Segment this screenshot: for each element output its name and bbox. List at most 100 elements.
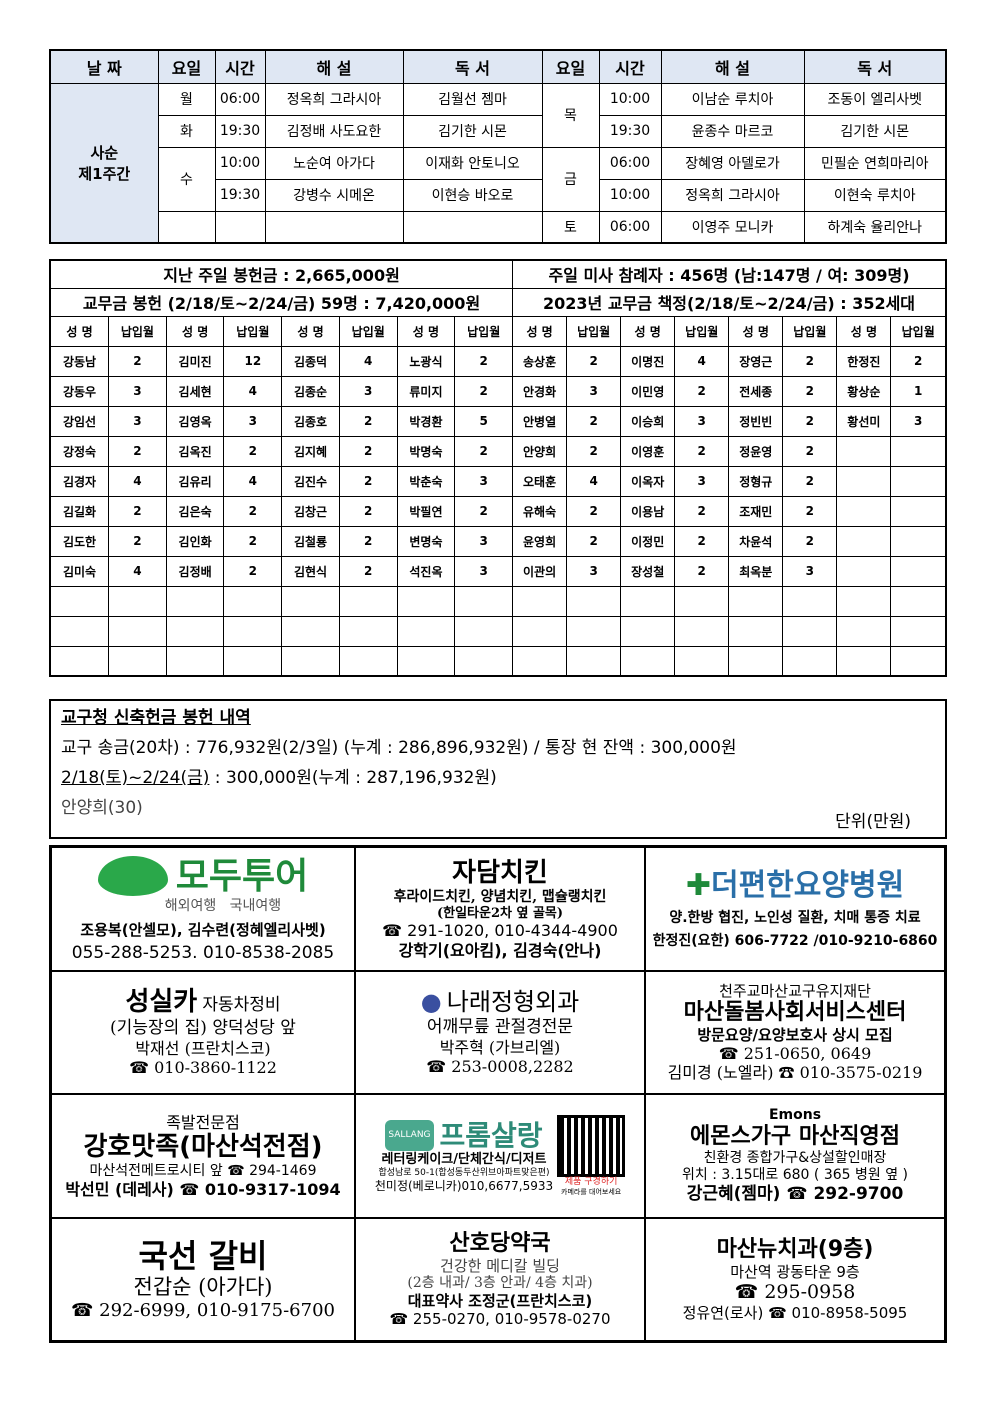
ad-phone: ☎ 010-3860-1122 xyxy=(129,1058,277,1078)
empty-cell xyxy=(223,585,283,617)
ad-line: 건강한 메디칼 빌딩 xyxy=(440,1257,560,1276)
ad-phone: ☎ 255-0270, 010-9578-0270 xyxy=(389,1309,611,1328)
ad-new-dental: 마산뉴치과(9층) 마산역 광동타운 9층 ☎ 295-0958 정유연(로사)… xyxy=(645,1217,945,1341)
member-name: 박필연 xyxy=(396,495,456,527)
empty-cell xyxy=(566,615,622,647)
months-paid: 2 xyxy=(782,375,838,407)
table-row: 김도한 2 김인화 2 김철룡 2 변명숙 3 윤영희 2 이정민 2 차윤석 2 xyxy=(49,525,947,557)
ad-line: 어깨무릎 관절경전문 xyxy=(426,1017,574,1038)
member-name: 송상훈 xyxy=(512,345,568,377)
empty-cell xyxy=(281,585,340,617)
mass-attendance: 주일 미사 참례자 : 456명 (남:147명 / 여: 309명) xyxy=(512,259,947,289)
name-header: 성 명 xyxy=(165,315,225,347)
months-paid: 2 xyxy=(454,435,514,467)
column-header: 요일 xyxy=(157,49,216,84)
member-name: 황선미 xyxy=(836,405,892,437)
months-paid: 2 xyxy=(782,525,838,557)
offering-line-1: 교구 송금(20차) : 776,932원(2/3일) (누계 : 286,89… xyxy=(61,738,737,758)
ad-contact: 박재선 (프란치스코) xyxy=(135,1038,271,1058)
empty-cell xyxy=(49,615,110,647)
ad-hospital: ✚더편한요양병원 양.한방 협진, 노인성 질환, 치매 통증 치료 한정진(요… xyxy=(645,847,945,971)
ad-gangho: 족발전문점 강호맛족(마산석전점) 마산석전메트로시티 앞 ☎ 294-1469… xyxy=(51,1094,355,1218)
months-paid: 2 xyxy=(338,555,398,587)
table-row: 강정숙 2 김옥진 2 김지혜 2 박명숙 2 안양희 2 이영훈 2 정윤영 2 xyxy=(49,435,947,467)
member-name: 김옥진 xyxy=(165,435,225,467)
schedule-row: 사순 제1주간 월 06:00 정옥희 그라시아 김월선 젬마 목 10:00 이남순 루치아 조… xyxy=(49,82,947,244)
name-header: 성 명 xyxy=(512,315,568,347)
empty-cell xyxy=(674,615,730,647)
months-paid: 2 xyxy=(338,435,398,467)
empty-cell xyxy=(620,645,676,677)
time: 06:00 xyxy=(598,210,662,244)
modetour-logo-icon xyxy=(97,856,168,897)
months-paid: 3 xyxy=(338,375,398,407)
member-name: 이용남 xyxy=(620,495,676,527)
months-paid: 2 xyxy=(108,495,167,527)
ad-title: 나래정형외과 xyxy=(446,988,580,1017)
ad-phone: 한정진(요한) 606-7722 /010-9210-6860 xyxy=(652,932,938,949)
member-name xyxy=(836,495,892,527)
ad-line: 천주교마산교구유지재단 xyxy=(719,981,871,1000)
empty-cell xyxy=(49,645,110,677)
empty-cell xyxy=(890,615,947,647)
months-paid: 2 xyxy=(566,405,622,437)
months-paid: 2 xyxy=(223,435,283,467)
name-header: 성 명 xyxy=(728,315,784,347)
ad-title: 에몬스가구 마산직영점 xyxy=(689,1123,901,1149)
ad-contact: 천미정(베로니카)010,6677,5933 xyxy=(374,1178,554,1193)
ad-jadam-chicken: 자담치킨 후라이드치킨, 양념치킨, 맵슐랭치킨 (한일타운2차 옆 골목) ☎… xyxy=(355,847,645,971)
empty-cell xyxy=(338,615,398,647)
months-paid: 2 xyxy=(566,525,622,557)
ad-line: 마산석전메트로시티 앞 ☎ 294-1469 xyxy=(89,1162,317,1179)
qr-label: 제품 구경하기 xyxy=(564,1177,618,1188)
advertisements: 모두투어 해외여행 국내여행 조용복(안셀모), 김수련(정혜엘리사벳) 055… xyxy=(49,845,947,1343)
qr-code-icon[interactable] xyxy=(557,1115,626,1178)
ad-phone: ☎ 291-1020, 010-4344-4900 xyxy=(382,921,618,941)
empty-cell xyxy=(620,615,676,647)
reader: 민필순 연희마리아 xyxy=(803,146,947,180)
reader: 이현숙 루치아 xyxy=(803,178,947,212)
ad-title: 강호맛족(마산석전점) xyxy=(83,1131,323,1162)
ad-contact: 대표약사 조정군(프란치스코) xyxy=(407,1291,593,1310)
last-week-offering: 지난 주일 봉헌금 : 2,665,000원 xyxy=(49,259,514,289)
months-paid: 2 xyxy=(782,495,838,527)
member-name: 박경환 xyxy=(396,405,456,437)
offering-amount: : 300,000원(누계 : 287,196,932원) xyxy=(209,768,497,788)
months-paid: 3 xyxy=(454,555,514,587)
member-name: 안병열 xyxy=(512,405,568,437)
ad-title: 산호당약국 xyxy=(449,1230,551,1256)
ad-phone: ☎ 251-0650, 0649 xyxy=(718,1044,872,1064)
member-name: 노광식 xyxy=(396,345,456,377)
ad-line: 족발전문점 xyxy=(166,1112,240,1132)
column-header: 독 서 xyxy=(402,49,543,84)
months-paid: 2 xyxy=(454,495,514,527)
dues-table: 지난 주일 봉헌금 : 2,665,000원 주일 미사 참례자 : 456명 (… xyxy=(49,259,947,677)
empty-cell xyxy=(223,615,283,647)
member-name: 변명숙 xyxy=(396,525,456,557)
weekday xyxy=(157,210,216,244)
member-name: 김길화 xyxy=(49,495,110,527)
months-paid: 2 xyxy=(674,435,730,467)
empty-cell xyxy=(782,585,838,617)
column-header: 해 설 xyxy=(264,49,404,84)
months-paid: 2 xyxy=(454,375,514,407)
member-name: 조재민 xyxy=(728,495,784,527)
months-paid: 2 xyxy=(782,345,838,377)
member-name: 강임선 xyxy=(49,405,110,437)
month-header: 납입월 xyxy=(566,315,622,347)
months-paid: 2 xyxy=(108,525,167,557)
dues-offering: 교무금 봉헌 (2/18/토~2/24/금) 59명 : 7,420,000원 xyxy=(49,287,514,317)
offering-date: 2/18(토)~2/24(금) xyxy=(61,768,210,788)
member-name: 김유리 xyxy=(165,465,225,497)
empty-cell xyxy=(512,615,568,647)
empty-cell xyxy=(674,645,730,677)
months-paid: 2 xyxy=(223,495,283,527)
member-name: 한정진 xyxy=(836,345,892,377)
empty-cell xyxy=(890,585,947,617)
column-header: 독 서 xyxy=(803,49,947,84)
months-paid: 3 xyxy=(674,405,730,437)
commentator: 노순여 아가다 xyxy=(264,146,404,180)
week-label: 사순 제1주간 xyxy=(49,82,159,244)
member-name: 김은숙 xyxy=(165,495,225,527)
member-name xyxy=(836,435,892,467)
